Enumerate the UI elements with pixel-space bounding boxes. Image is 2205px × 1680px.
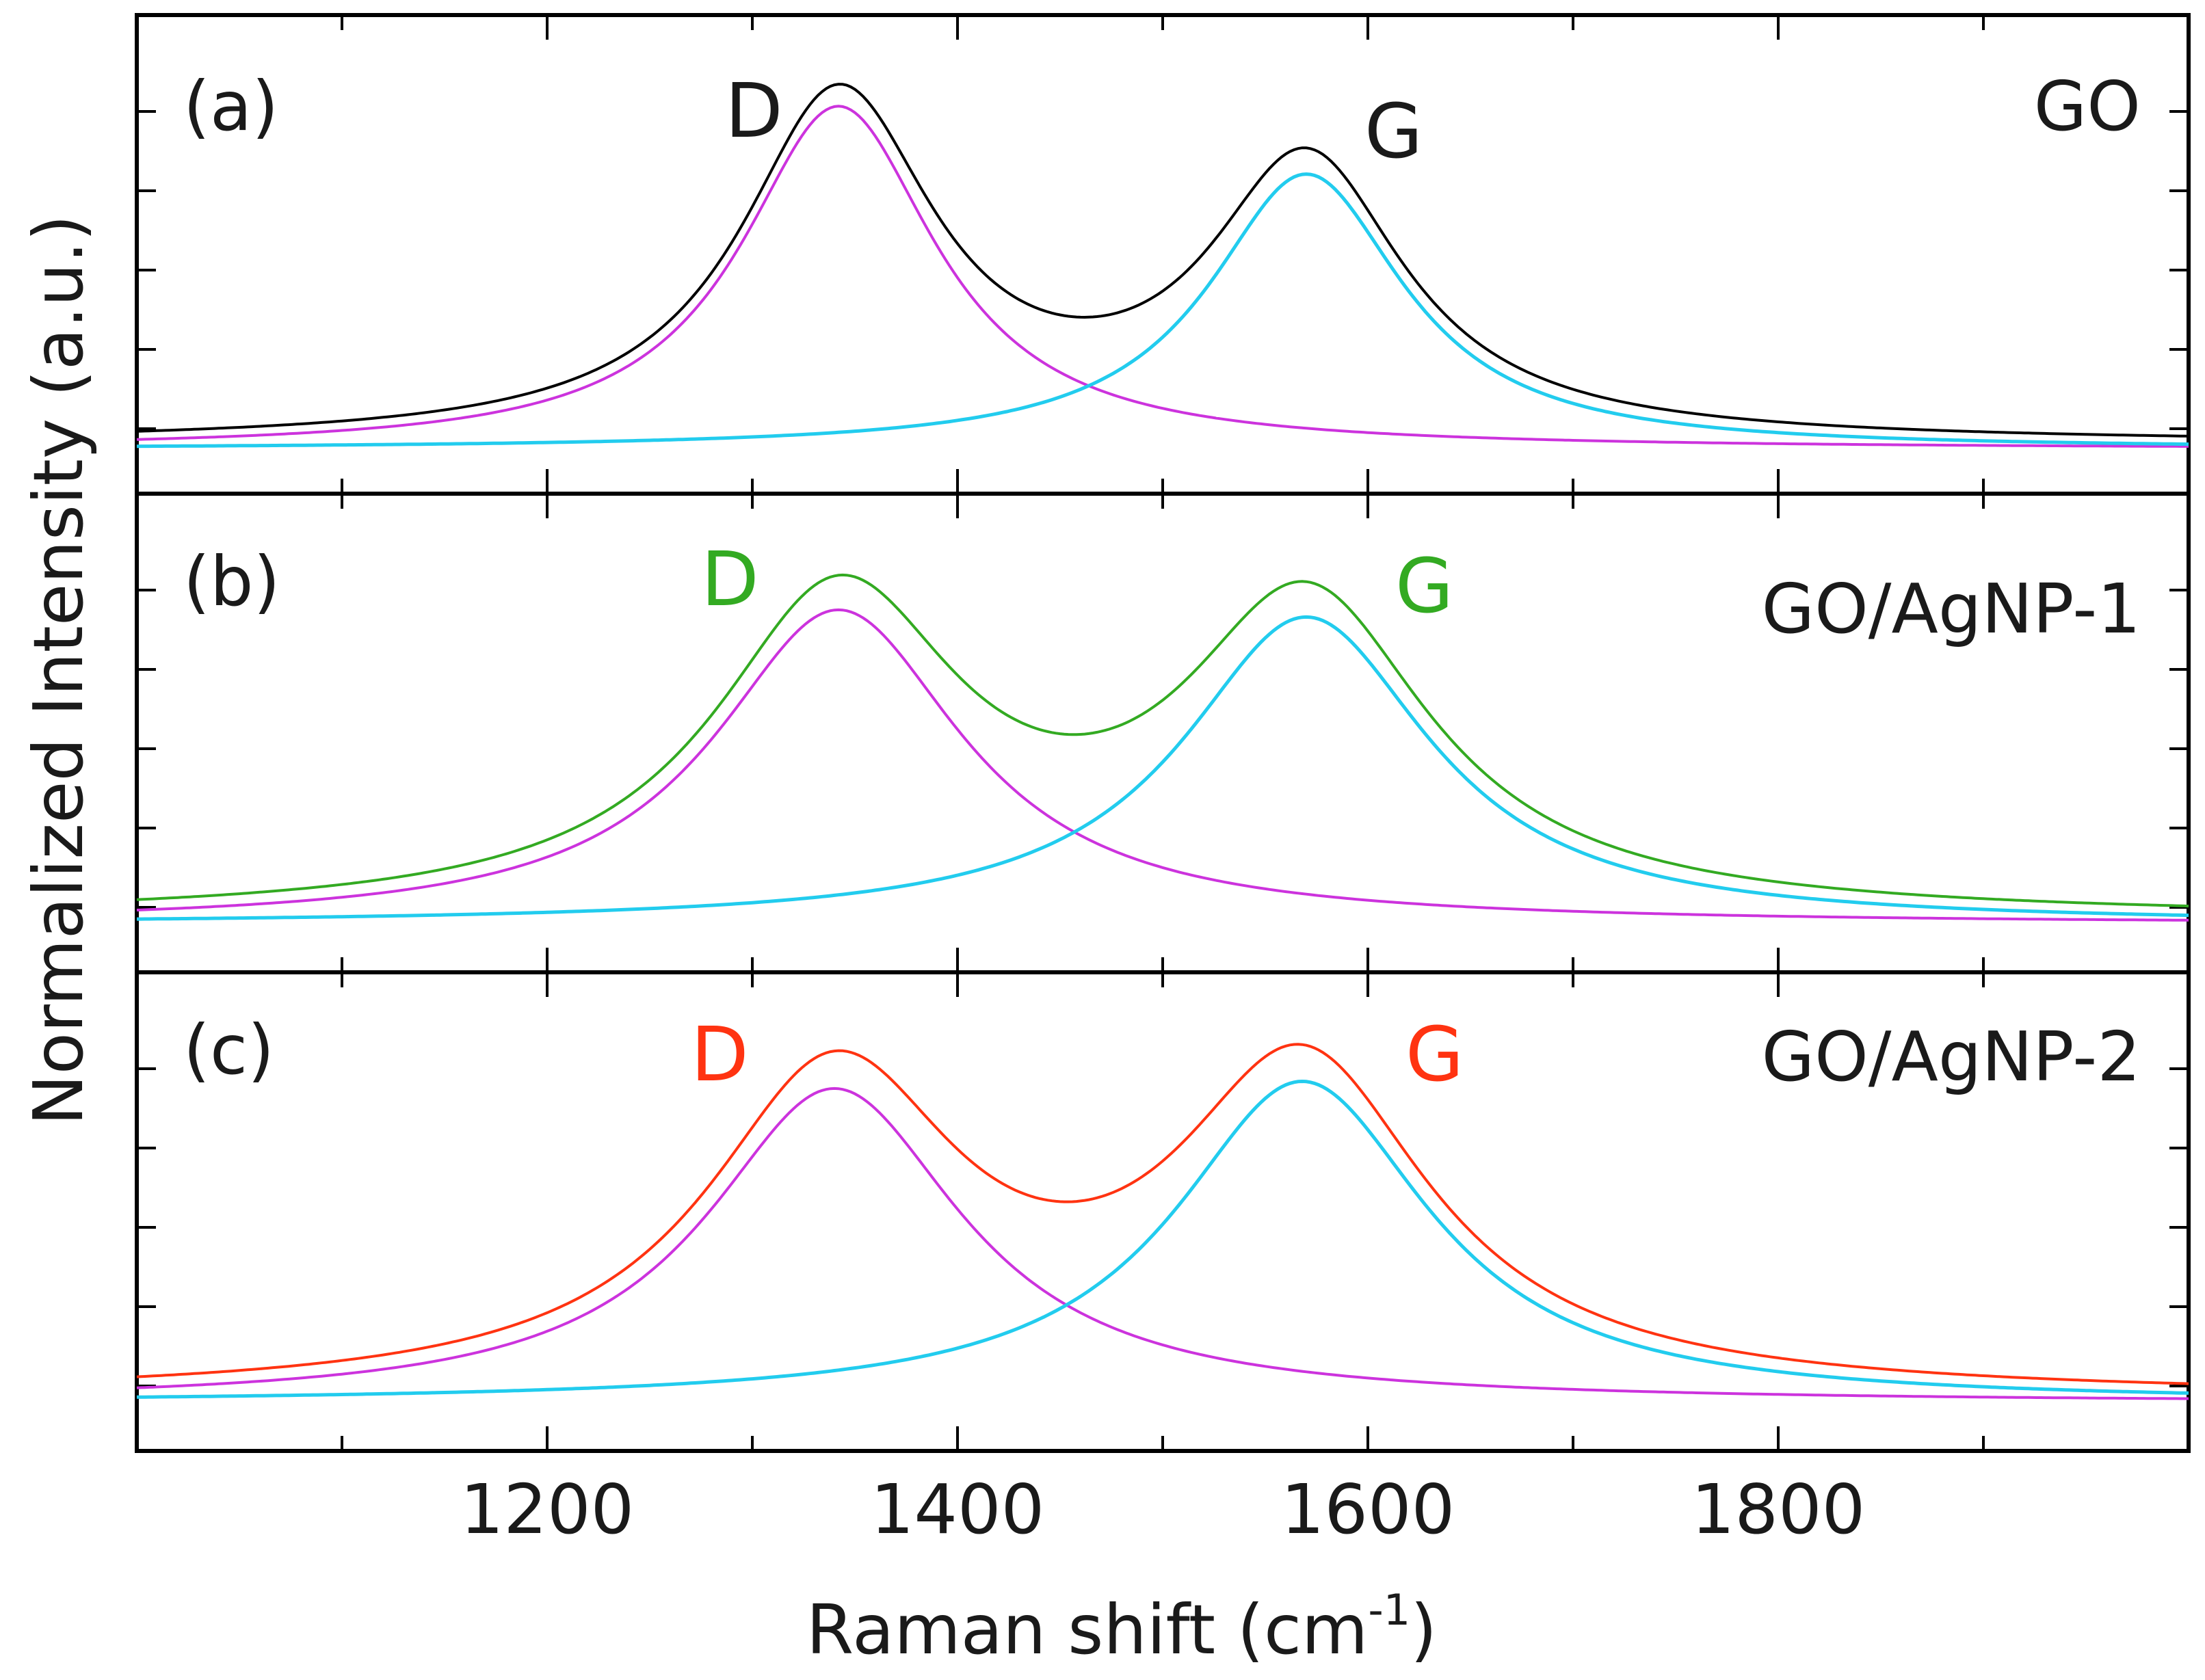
x-axis-title-main: Raman shift (cm (806, 1590, 1369, 1670)
panel-b-measured-spectrum (136, 573, 2189, 908)
panel-b-label: (b) (183, 542, 280, 622)
panel-a-ticks (137, 15, 2189, 494)
panel-b-frame (135, 492, 2191, 974)
y-axis-title: Normalized Intensity (a.u.) (18, 215, 98, 1125)
panel-b-g-fit-curve (137, 615, 2189, 921)
panel-b-g-label: G (1395, 542, 1453, 630)
panel-c-d-label: D (691, 1011, 749, 1098)
panel-b-curves (136, 573, 2189, 922)
panel-b-d-fit-curve (136, 608, 2189, 922)
panel-b: (b) D G GO/AgNP-1 (135, 492, 2191, 974)
panel-c-label: (c) (183, 1010, 274, 1090)
x-tick-label: 1200 (460, 1469, 635, 1549)
panel-b-ticks (137, 494, 2189, 972)
panel-a-frame (135, 13, 2191, 496)
x-tick-label: 1400 (871, 1469, 1045, 1549)
panel-a-curves (136, 83, 2189, 449)
panel-a: (a) D G GO (135, 13, 2191, 496)
panel-c-sample-label: GO/AgNP-2 (1762, 1017, 2141, 1097)
x-axis-title-close: ) (1410, 1590, 1437, 1670)
panel-c-d-fit-curve (136, 1086, 2189, 1400)
panel-a-g-fit-curve (136, 172, 2189, 449)
panel-c: (c) D G GO/AgNP-2 (135, 970, 2191, 1453)
panel-a-d-label: D (725, 67, 783, 155)
panel-a-label: (a) (183, 66, 278, 146)
panel-c-ticks (137, 972, 2189, 1451)
x-tick-label: 1800 (1691, 1469, 1866, 1549)
panel-c-g-fit-curve (136, 1079, 2189, 1399)
panel-c-measured-spectrum (136, 1043, 2189, 1385)
x-tick-labels: 1200 1400 1600 1800 (460, 1469, 1866, 1549)
panel-b-d-label: D (701, 535, 759, 623)
x-tick-label: 1600 (1281, 1469, 1455, 1549)
panel-b-sample-label: GO/AgNP-1 (1762, 569, 2141, 649)
panel-a-d-fit-curve (136, 105, 2189, 448)
x-axis-title-superscript: -1 (1368, 1585, 1410, 1635)
panel-a-sample-label: GO (2034, 66, 2141, 146)
panel-c-curves (136, 1043, 2189, 1400)
panel-a-measured-spectrum (136, 83, 2189, 438)
x-axis-title: Raman shift (cm-1) (806, 1585, 1437, 1670)
panel-a-g-label: G (1364, 88, 1423, 175)
panel-c-g-label: G (1405, 1011, 1464, 1098)
